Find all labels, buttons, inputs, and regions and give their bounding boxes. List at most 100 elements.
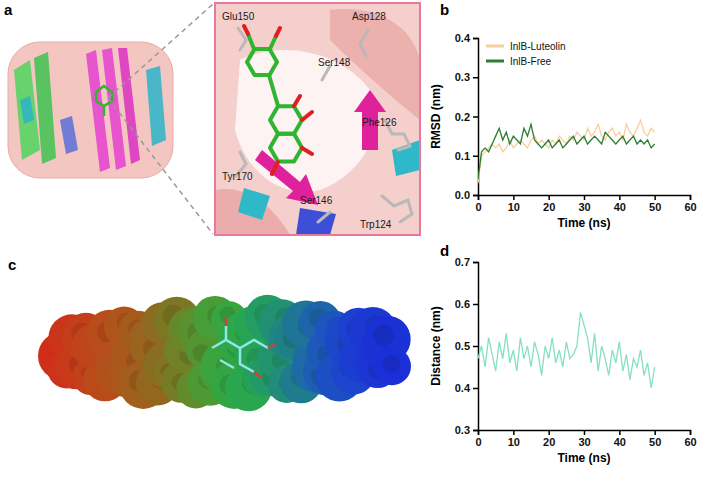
y-tick: 0.4: [455, 382, 478, 394]
x-tick-label: 40: [614, 436, 626, 448]
x-tick-mark: [513, 430, 515, 435]
helix-patch: [238, 188, 270, 220]
x-tick: 50: [649, 195, 661, 213]
x-tick-mark: [584, 430, 586, 435]
ligand-oxygen: [226, 318, 276, 378]
y-tick: 0.0: [455, 189, 478, 201]
y-tick-label: 0.2: [455, 111, 470, 123]
x-tick-label: 0: [475, 436, 481, 448]
x-tick: 10: [508, 430, 520, 448]
y-tick: 0.4: [455, 32, 478, 44]
ligand-molecule: [244, 26, 312, 174]
secondary-structure: [146, 66, 166, 146]
y-tick-label: 0.6: [455, 298, 470, 310]
protein-image-c: [38, 295, 411, 411]
y-axis-title: Distance (nm): [429, 306, 443, 385]
x-axis: 0 10 20 30 40 50 60: [475, 430, 696, 448]
ligand-bond: [248, 34, 278, 106]
residue-label: Phe126: [362, 117, 397, 128]
legend-label: InlB-Free: [510, 56, 552, 67]
y-tick: 0.7: [455, 256, 478, 268]
data-line: [478, 124, 655, 179]
ligand-oxygen: [244, 26, 312, 174]
x-tick: 20: [543, 195, 555, 213]
plot-data: [478, 312, 655, 388]
data-line: [478, 312, 655, 388]
secondary-structure: [118, 48, 140, 164]
legend-label: InlB-Luteolin: [510, 41, 566, 52]
x-tick: 0: [475, 430, 481, 448]
y-tick: 0.5: [455, 340, 478, 352]
residue-label: Ser146: [300, 195, 333, 206]
x-tick: 50: [649, 430, 661, 448]
x-tick: 40: [614, 195, 626, 213]
x-tick-mark: [513, 195, 515, 200]
x-axis-line: [479, 431, 691, 436]
y-tick: 0.6: [455, 298, 478, 310]
figure: a Glu150 Asp128 Ser148 Phe126 Tyr170 Ser146 Trp…: [0, 0, 712, 479]
x-tick-mark: [619, 430, 621, 435]
x-tick-label: 50: [649, 436, 661, 448]
x-tick-label: 50: [649, 201, 661, 213]
secondary-structure: [20, 96, 34, 124]
x-tick-label: 30: [578, 201, 590, 213]
y-tick-label: 0.3: [455, 424, 470, 436]
x-tick: 10: [508, 195, 520, 213]
figure-svg: a Glu150 Asp128 Ser148 Phe126 Tyr170 Ser146 Trp…: [0, 0, 712, 479]
y-tick-label: 0.1: [455, 150, 470, 162]
residue-label: Glu150: [222, 11, 255, 22]
residue-label: Asp128: [352, 11, 386, 22]
secondary-structure: [60, 116, 78, 154]
y-tick-mark: [473, 262, 478, 264]
residue-stick: [318, 212, 330, 222]
x-tick: 40: [614, 430, 626, 448]
x-tick-label: 30: [578, 436, 590, 448]
x-tick-label: 20: [543, 436, 555, 448]
y-tick-label: 0.3: [455, 71, 470, 83]
surface-blob: [373, 347, 411, 385]
y-tick-mark: [473, 388, 478, 390]
surface-shade: [373, 325, 394, 346]
x-tick-label: 40: [614, 201, 626, 213]
ligand-ring: [247, 49, 277, 75]
ligand-ring: [270, 106, 302, 134]
residue-label: Ser148: [318, 57, 351, 68]
y-axis: 0.3 0.4 0.5 0.6 0.7: [455, 256, 479, 436]
zoom-guide: [108, 4, 213, 98]
y-axis-line: [473, 263, 479, 431]
surface-patch: [235, 50, 376, 192]
inset-frame: [215, 3, 420, 235]
x-tick-mark: [654, 430, 656, 435]
panel-letter: a: [4, 1, 13, 18]
x-tick-mark: [654, 195, 656, 200]
panel-letter: c: [8, 256, 16, 273]
x-tick-mark: [584, 195, 586, 200]
y-tick-label: 0.0: [455, 189, 470, 201]
residue-stick: [322, 66, 330, 80]
residue-label: Trp124: [360, 219, 392, 230]
chart-panel: d01020304050600.30.40.50.60.7Time (ns)Di…: [429, 242, 697, 465]
x-axis: 0102030405060: [475, 195, 696, 213]
x-tick: 60: [684, 430, 696, 448]
x-tick-label: 0: [475, 201, 481, 213]
x-tick: 30: [578, 195, 590, 213]
x-tick-mark: [548, 195, 550, 200]
ligand: [212, 326, 268, 372]
x-axis-line: [479, 196, 691, 201]
panel-letter: b: [440, 1, 449, 18]
y-tick: 0.2: [455, 111, 478, 123]
x-tick-label: 10: [508, 201, 520, 213]
secondary-structure: [34, 52, 56, 164]
residue-label: Tyr170: [222, 171, 253, 182]
y-tick-mark: [473, 156, 478, 158]
x-tick-mark: [548, 430, 550, 435]
residue-stick: [360, 30, 368, 56]
y-tick-label: 0.7: [455, 256, 470, 268]
inset-image: [215, 3, 420, 235]
surface-shade: [383, 355, 400, 372]
x-tick: 30: [578, 430, 590, 448]
x-tick-label: 10: [508, 436, 520, 448]
x-axis-title: Time (ns): [557, 451, 610, 465]
y-tick-label: 0.4: [455, 32, 471, 44]
helix-patch: [296, 208, 336, 235]
